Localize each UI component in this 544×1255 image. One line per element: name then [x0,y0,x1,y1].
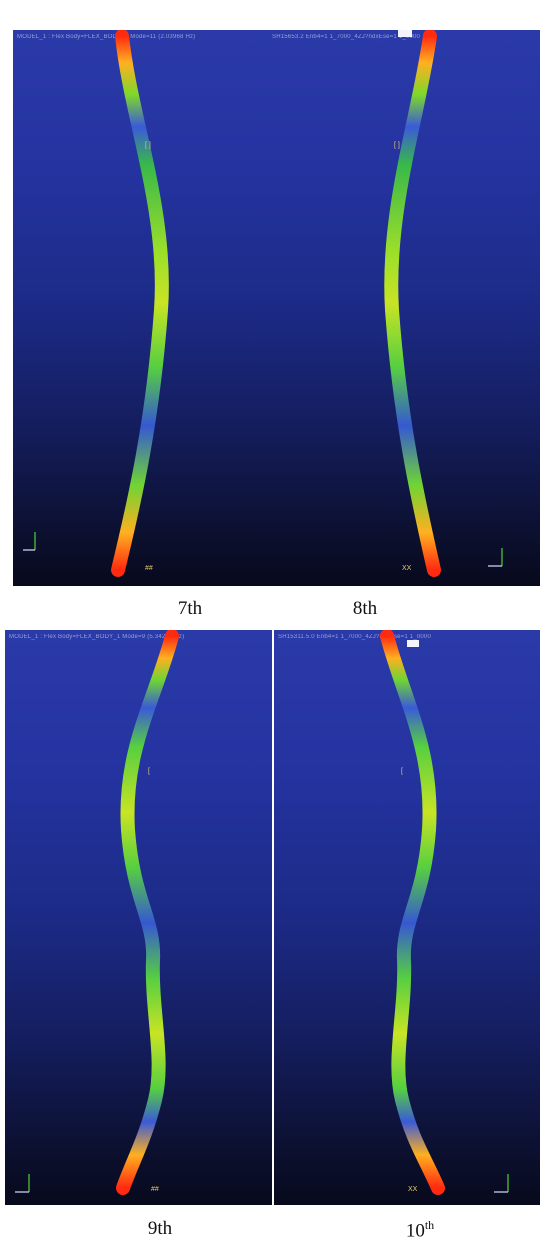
mode-panel-8th: SH15653.2 Enb4=1 1_7000_4ZJ?ndxEse=1 1_0… [268,30,540,586]
node-marker-icon: [ [148,768,150,775]
mode-panel-7th: MODEL_1 : Flex Body=FLEX_BODY_1 Mode=11 … [13,30,268,586]
axis-triad-icon [488,548,503,567]
panel-header: MODEL_1 : Flex Body=FLEX_BODY_1 Mode=11 … [17,34,196,40]
mode-shape-8th [384,30,441,577]
mode-caption-10th: 10th [380,1218,460,1242]
caption-text: 10 [405,1220,425,1242]
node-marker-icon: XX [408,1186,418,1193]
node-marker-icon: [ ] [394,142,400,149]
mode-caption-8th: 8th [352,598,378,619]
panel-header: MODEL_1 : Flex Body=FLEX_BODY_1 Mode=9 (… [9,634,185,640]
mode-panel-9th: MODEL_1 : Flex Body=FLEX_BODY_1 Mode=9 (… [5,630,272,1205]
legend-box-icon [398,30,412,37]
mode-shape-7th [111,30,169,577]
panel-header: SH15653.2 Enb4=1 1_7000_4ZJ?ndxEse=1 1_0… [272,34,421,40]
node-marker-icon: [ [401,768,403,775]
mode-caption-9th: 9th [147,1218,173,1239]
mode-shape-10th [380,630,445,1195]
node-marker-icon: XX [402,565,412,572]
node-marker-icon: ## [145,565,153,572]
mode-panel-10th: SH15311.5.0 Enb4=1 1_7000_4ZJ?ndxEse=1 1… [274,630,540,1205]
node-marker-icon: ## [151,1186,159,1193]
legend-box-icon [407,640,419,647]
caption-sup: th [424,1218,435,1232]
mode-caption-7th: 7th [177,598,203,619]
axis-triad-icon [494,1174,509,1193]
node-marker-icon: [ ] [145,142,151,149]
panel-header: SH15311.5.0 Enb4=1 1_7000_4ZJ?ndxEse=1 1… [278,634,432,640]
axis-triad-icon [15,1174,30,1193]
mode-shape-9th [116,630,179,1195]
axis-triad-icon [23,532,36,551]
